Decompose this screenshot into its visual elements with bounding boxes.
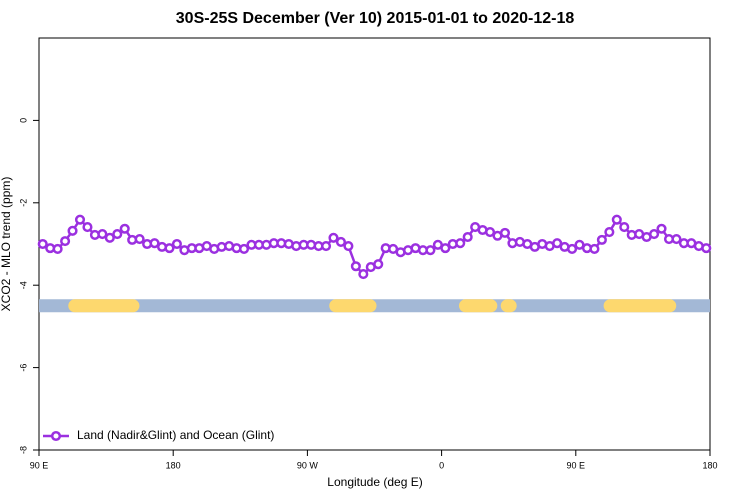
data-point — [455, 238, 466, 249]
data-point — [238, 243, 250, 254]
data-point — [82, 222, 93, 233]
y-tick-label: -8 — [18, 446, 28, 454]
data-point — [320, 241, 332, 252]
data-point — [37, 238, 48, 250]
y-tick-label: -2 — [18, 199, 28, 207]
data-point — [335, 236, 347, 247]
x-tick-label: 0 — [439, 460, 444, 470]
data-point — [604, 227, 615, 238]
data-point — [552, 238, 563, 249]
data-point — [611, 214, 622, 225]
data-point — [134, 234, 145, 245]
data-point — [112, 229, 123, 240]
data-point — [499, 227, 511, 238]
chart-title: 30S-25S December (Ver 10) 2015-01-01 to … — [176, 10, 575, 27]
data-point — [619, 222, 630, 233]
x-tick-label: 180 — [166, 460, 181, 470]
data-point — [589, 243, 600, 254]
data-point — [350, 261, 361, 272]
y-tick-label: -4 — [18, 281, 28, 289]
x-tick-label: 90 E — [567, 460, 586, 470]
x-tick-label: 180 — [702, 460, 717, 470]
data-point — [440, 243, 451, 254]
data-point — [119, 223, 130, 234]
data-point — [149, 238, 160, 249]
data-point — [343, 241, 354, 252]
data-point — [52, 243, 63, 254]
data-point — [373, 259, 384, 270]
y-axis-label: XCO2 - MLO trend (ppm) — [0, 177, 13, 312]
data-point — [671, 234, 682, 245]
data-point — [462, 231, 473, 243]
data-point — [596, 234, 607, 245]
data-point — [74, 214, 86, 225]
x-axis-label: Longitude (deg E) — [327, 475, 422, 489]
y-tick-label: -6 — [18, 364, 28, 372]
data-point — [164, 243, 175, 254]
legend-marker — [50, 430, 62, 442]
y-tick-label: 0 — [18, 118, 28, 123]
data-point — [567, 243, 578, 254]
data-point — [358, 269, 369, 280]
data-point — [60, 236, 71, 247]
data-point — [425, 245, 436, 256]
data-point — [104, 232, 115, 243]
data-point — [656, 223, 667, 234]
data-point — [67, 225, 78, 236]
data-point — [97, 229, 108, 240]
data-point — [485, 227, 496, 238]
x-tick-label: 90 E — [30, 460, 49, 470]
data-point — [328, 232, 339, 243]
legend-label: Land (Nadir&Glint) and Ocean (Glint) — [77, 428, 274, 442]
x-tick-label: 90 W — [297, 460, 319, 470]
data-point — [701, 243, 712, 254]
data-point — [171, 238, 182, 250]
data-point — [649, 229, 660, 240]
